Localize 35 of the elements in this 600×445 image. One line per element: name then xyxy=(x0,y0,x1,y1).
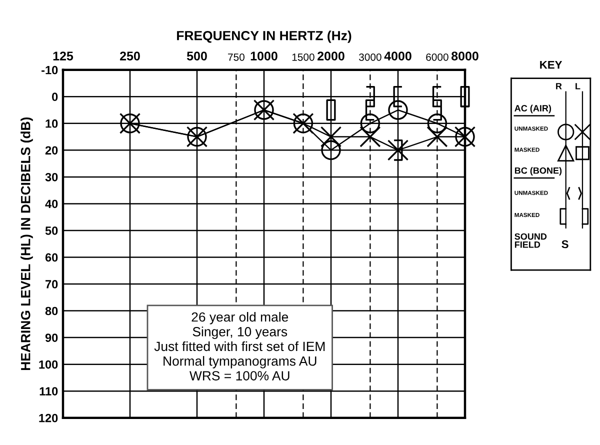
y-tick-label: 110 xyxy=(40,387,58,396)
text: KEY xyxy=(540,60,562,69)
y-tick-label: 20 xyxy=(45,146,58,155)
annotation: 26 year old male Singer, 10 years Just fitted with first set of IEM Normal tympanograms AU WRS = 100% AU xyxy=(154,312,325,380)
y-tick-label: 100 xyxy=(39,360,58,369)
text: R xyxy=(556,83,562,90)
y-tick-label: 10 xyxy=(46,119,58,128)
y-tick-label: 30 xyxy=(45,172,58,182)
x-tick-label: 1500 xyxy=(292,53,314,61)
text: BC (BONE) xyxy=(514,167,562,176)
y-tick-label: 0 xyxy=(52,92,58,102)
x-tick-label: 3000 xyxy=(359,53,382,61)
y-tick-label: 80 xyxy=(45,306,58,316)
text: AC (AIR) xyxy=(514,104,552,114)
y-tick-label: 120 xyxy=(39,414,58,422)
x-tick-label: 1000 xyxy=(250,52,278,60)
x-tick-label: 6000 xyxy=(426,53,448,61)
x-tick-label: 2000 xyxy=(318,52,344,60)
x-tick-label: 8000 xyxy=(451,52,478,60)
y-tick-label: 70 xyxy=(46,280,58,288)
text: S xyxy=(562,240,568,248)
y-axis-title: HEARING LEVEL (HL) IN DECIBELS (dB) xyxy=(20,117,33,370)
y-tick-label: 50 xyxy=(45,226,58,235)
x-tick-label: 4000 xyxy=(384,52,412,60)
text: SOUND FIELD xyxy=(514,233,547,248)
x-tick-label: 500 xyxy=(186,52,207,60)
y-tick-label: -10 xyxy=(42,66,58,74)
x-tick-label: 250 xyxy=(120,52,140,60)
x-tick-label: 750 xyxy=(228,53,244,61)
x-tick-label: 125 xyxy=(53,52,74,60)
x-axis-title: FREQUENCY IN HERTZ (Hz) xyxy=(177,30,352,43)
y-tick-label: 40 xyxy=(45,200,58,208)
y-tick-label: 90 xyxy=(45,334,58,342)
text: L xyxy=(576,83,580,90)
y-tick-label: 60 xyxy=(45,253,58,262)
